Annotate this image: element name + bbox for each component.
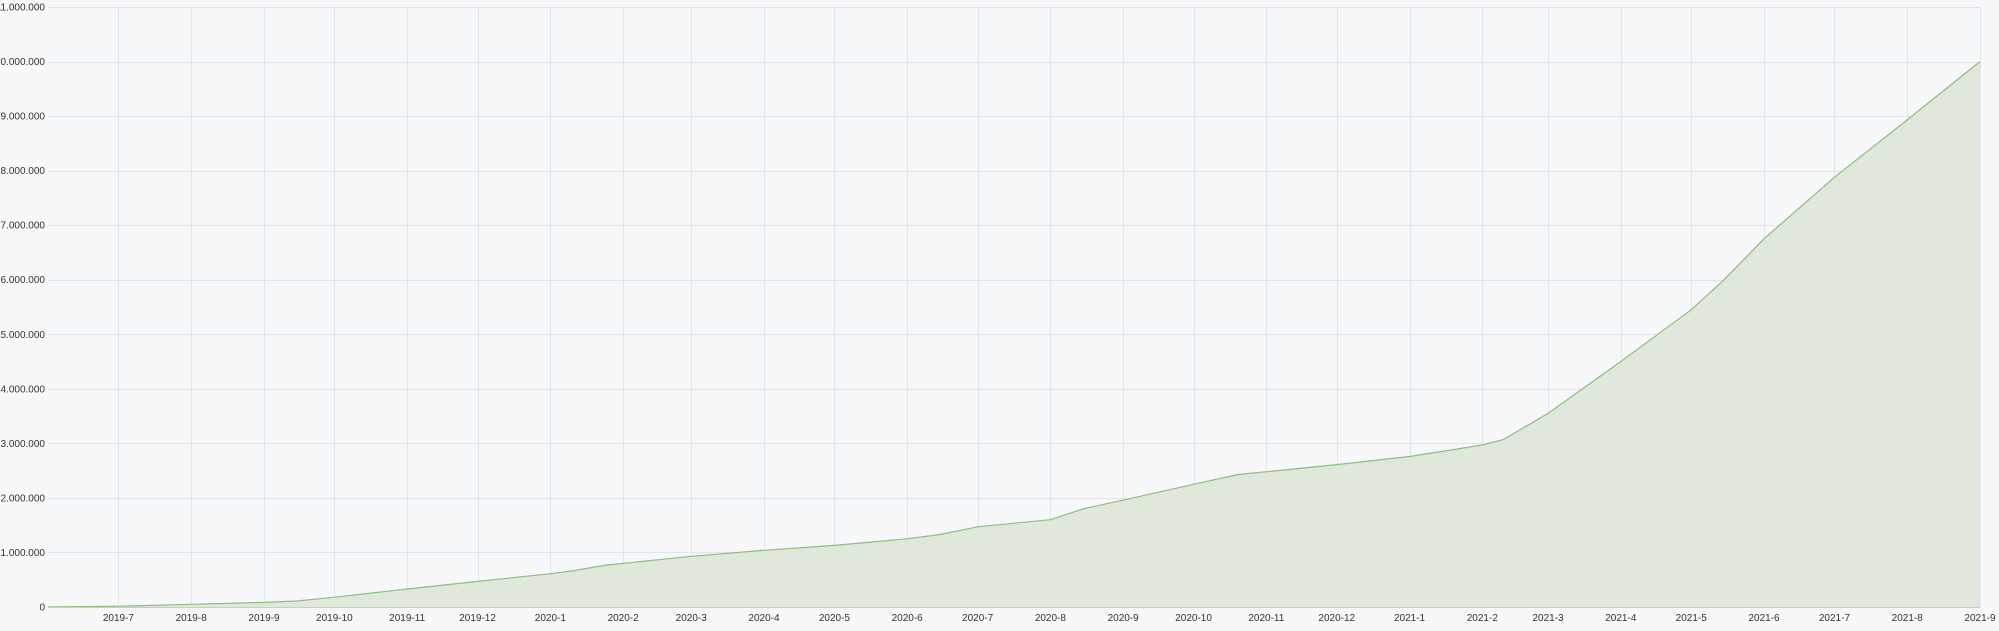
y-tick-label: 3.000.000: [1, 439, 46, 450]
y-tick-label: 6.000.000: [1, 275, 46, 286]
x-tick-label: 2020-12: [1318, 613, 1355, 624]
x-tick-label: 2019-11: [389, 613, 425, 624]
x-tick-label: 2019-10: [316, 613, 353, 624]
x-tick-label: 2021-4: [1605, 613, 1637, 624]
x-tick-label: 2020-9: [1108, 613, 1140, 624]
y-tick-label: 5.000.000: [1, 330, 46, 341]
x-tick-label: 2021-8: [1892, 613, 1924, 624]
x-tick-label: 2020-3: [676, 613, 708, 624]
x-tick-label: 2019-8: [176, 613, 208, 624]
x-tick-label: 2020-1: [535, 613, 567, 624]
y-tick-label: 1.000.000: [1, 548, 46, 559]
x-tick-label: 2021-2: [1467, 613, 1499, 624]
y-tick-label: 2.000.000: [1, 493, 46, 504]
y-tick-label: 9.000.000: [1, 112, 46, 123]
y-tick-label: 11.000.000: [0, 3, 45, 14]
x-tick-label: 2020-8: [1035, 613, 1067, 624]
x-tick-label: 2021-6: [1748, 613, 1780, 624]
x-tick-label: 2021-5: [1676, 613, 1708, 624]
x-tick-label: 2019-12: [459, 613, 496, 624]
x-tick-label: 2020-10: [1175, 613, 1212, 624]
x-tick-label: 2019-9: [248, 613, 280, 624]
x-tick-label: 2020-5: [819, 613, 851, 624]
x-tick-label: 2020-4: [748, 613, 780, 624]
x-tick-label: 2020-11: [1248, 613, 1284, 624]
y-tick-label: 0: [39, 603, 45, 614]
x-tick-label: 2021-3: [1532, 613, 1564, 624]
y-tick-label: 8.000.000: [1, 166, 46, 177]
y-axis: 0 1.000.000 2.000.000 3.000.000 4.000.000 5.0…: [0, 3, 45, 614]
x-tick-label: 2020-7: [962, 613, 994, 624]
y-tick-label: 10.000.000: [0, 57, 45, 68]
y-tick-label: 4.000.000: [1, 384, 46, 395]
x-tick-label: 2021-7: [1819, 613, 1851, 624]
x-axis: 2019-7 2019-8 2019-9 2019-10 2019-11 2019-12 2…: [48, 608, 1996, 625]
x-tick-label: 2021-9: [1964, 613, 1996, 624]
x-tick-label: 2021-1: [1394, 613, 1426, 624]
x-tick-label: 2020-2: [608, 613, 640, 624]
x-tick-label: 2020-6: [892, 613, 924, 624]
y-tick-label: 7.000.000: [1, 221, 46, 232]
x-tick-label: 2019-7: [103, 613, 135, 624]
